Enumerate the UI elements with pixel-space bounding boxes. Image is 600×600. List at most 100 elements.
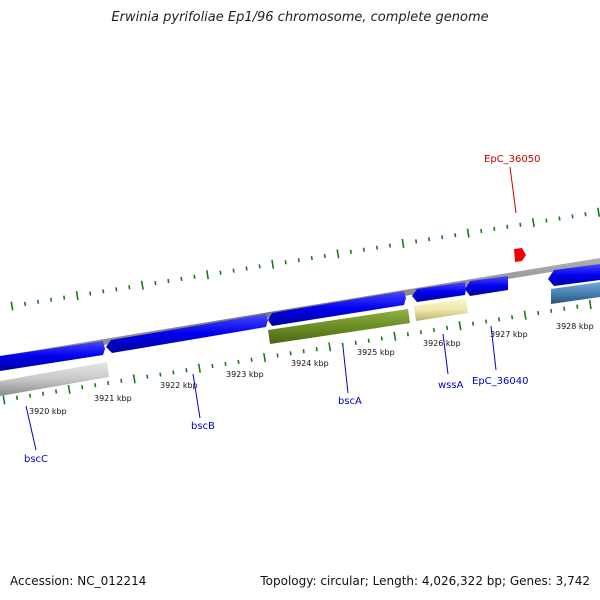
gene-labels: bscC bscB bscA wssA EpC_36040 EpC_36050	[24, 154, 540, 465]
scale-labels: 3920 kbp 3921 kbp 3922 kbp 3923 kbp 3924…	[29, 322, 594, 416]
scale-label: 3922 kbp	[160, 381, 198, 390]
scale-tick	[367, 338, 370, 343]
scale-tick	[432, 327, 436, 333]
gene-label-wssA[interactable]: wssA	[438, 380, 464, 391]
gene-label-bscA[interactable]: bscA	[338, 396, 362, 407]
scale-tick	[237, 359, 240, 364]
scale-tick	[154, 280, 157, 286]
scale-tick	[28, 393, 32, 398]
scale-tick	[115, 287, 118, 292]
orf-green-bar[interactable]	[268, 309, 410, 344]
gene-EpC_36040-arrow[interactable]	[465, 276, 508, 296]
scale-tick	[2, 395, 6, 405]
scale-tick	[219, 270, 222, 275]
scale-tick	[10, 301, 14, 311]
scale-tick	[406, 332, 409, 337]
orf-steel-bar[interactable]	[551, 282, 600, 304]
scale-tick	[224, 361, 227, 367]
scale-tick	[193, 274, 196, 279]
scale-tick	[576, 304, 579, 309]
scale-tick	[297, 258, 300, 263]
scale-tick	[197, 363, 201, 373]
scale-tick	[545, 218, 548, 223]
genome-summary-label: Topology: circular; Length: 4,026,322 bp…	[260, 574, 590, 588]
scale-tick	[263, 352, 267, 363]
scale-tick	[511, 315, 514, 320]
orf-gray-bar[interactable]	[0, 362, 109, 396]
scale-tick	[537, 310, 540, 316]
scale-tick	[206, 270, 209, 280]
scale-tick	[471, 321, 475, 326]
scale-tick	[584, 212, 587, 217]
scale-tick	[23, 301, 27, 307]
scale-tick	[519, 222, 522, 227]
scale-tick	[380, 336, 383, 341]
scale-tick	[132, 374, 136, 384]
scale-tick	[284, 260, 287, 265]
scale-tick	[146, 374, 149, 379]
scale-tick	[250, 357, 253, 362]
scale-tick	[310, 255, 313, 261]
scale-tick	[341, 342, 344, 347]
scale-tick	[550, 308, 553, 314]
scale-tick	[128, 285, 131, 290]
scale-tick	[37, 299, 40, 304]
scale-tick	[315, 346, 318, 352]
gene-label-bscC[interactable]: bscC	[24, 454, 48, 465]
scale-tick	[484, 319, 488, 324]
scale-tick	[167, 278, 170, 284]
scale-tick	[94, 383, 97, 388]
scale-label: 3920 kbp	[29, 407, 67, 416]
accession-label: Accession: NC_012214	[10, 574, 147, 588]
scale-tick	[102, 289, 105, 294]
scale-tick	[428, 237, 431, 242]
gene-label-EpC_36040[interactable]: EpC_36040	[472, 376, 528, 387]
outer-tick-ring	[10, 207, 600, 311]
scale-tick	[232, 268, 235, 273]
feature-track	[0, 248, 600, 396]
orf-yellow-bar[interactable]	[414, 299, 468, 321]
scale-tick	[185, 368, 188, 373]
scale-tick	[211, 363, 214, 369]
inner-tick-ring	[2, 299, 592, 405]
scale-tick	[289, 351, 292, 356]
scale-tick	[81, 385, 84, 390]
gene-label-bscB[interactable]: bscB	[191, 421, 215, 432]
scale-label: 3926 kbp	[423, 339, 461, 348]
scale-label: 3924 kbp	[291, 359, 329, 368]
gene-bscB-arrow[interactable]	[106, 314, 268, 353]
scale-tick	[362, 247, 365, 252]
scale-tick	[89, 291, 92, 296]
scale-tick	[480, 228, 483, 234]
scale-tick	[302, 349, 305, 354]
gene-right-arrow[interactable]	[548, 264, 600, 286]
scale-tick	[328, 342, 332, 352]
scale-tick	[415, 239, 418, 244]
gene-label-EpC_36050[interactable]: EpC_36050	[484, 154, 540, 165]
scale-tick	[393, 331, 397, 341]
scale-tick	[276, 353, 279, 358]
scale-label: 3928 kbp	[556, 322, 594, 331]
scale-tick	[349, 249, 352, 254]
scale-tick	[15, 395, 19, 401]
scale-tick	[75, 290, 79, 301]
scale-tick	[588, 299, 592, 310]
scale-tick	[493, 226, 496, 232]
gene-EpC_36050-marker[interactable]	[514, 248, 526, 262]
scale-tick	[419, 330, 422, 335]
gene-bscA-arrow[interactable]	[268, 291, 406, 326]
gene-wssA-arrow[interactable]	[412, 282, 466, 302]
scale-tick	[354, 340, 357, 345]
scale-tick	[159, 372, 162, 377]
scale-tick	[172, 370, 175, 375]
gene-bscC-arrow[interactable]	[0, 341, 105, 371]
scale-label: 3925 kbp	[357, 348, 395, 357]
scale-tick	[42, 391, 45, 396]
scale-tick	[180, 276, 183, 282]
scale-tick	[67, 384, 71, 394]
scale-tick	[571, 214, 574, 219]
scale-tick	[63, 295, 66, 300]
scale-tick	[445, 325, 449, 331]
